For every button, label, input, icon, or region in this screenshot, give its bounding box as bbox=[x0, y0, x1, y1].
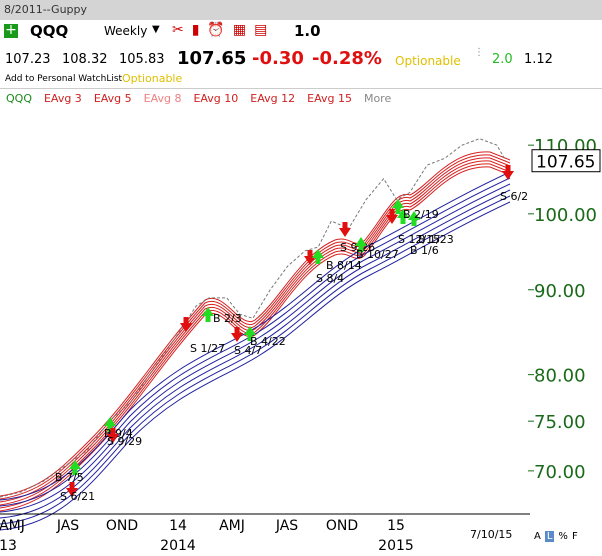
legend-item[interactable]: EAvg 5 bbox=[93, 92, 132, 105]
x-tick-label: 14 bbox=[169, 518, 187, 534]
sell-arrow bbox=[339, 222, 351, 237]
year-label: 2015 bbox=[378, 538, 414, 554]
signal-label: B 7/5 bbox=[55, 471, 84, 484]
change: -0.30 bbox=[252, 48, 304, 69]
signal-label: B 8/14 bbox=[326, 259, 362, 272]
low: 105.83 bbox=[119, 52, 165, 67]
signal-label: B 1/23 bbox=[418, 233, 454, 246]
legend-item[interactable]: More bbox=[363, 92, 392, 105]
signal-label: B 2/19 bbox=[403, 208, 439, 221]
separator bbox=[0, 88, 602, 89]
watchlist-optionable: Optionable bbox=[122, 72, 183, 85]
signal-label: B 1/6 bbox=[410, 244, 439, 257]
signal-label: S 9/26 bbox=[340, 241, 375, 254]
buy-arrow bbox=[392, 199, 404, 214]
change-pct: -0.28% bbox=[312, 48, 382, 69]
year-label: 13 bbox=[0, 538, 17, 554]
buy-arrow bbox=[408, 211, 420, 226]
buy-arrow bbox=[69, 460, 81, 475]
x-tick-label: 15 bbox=[387, 518, 405, 534]
buy-arrow bbox=[355, 237, 367, 252]
symbol[interactable]: QQQ bbox=[30, 22, 69, 40]
signal-label: S 4/7 bbox=[234, 344, 262, 357]
legend-item[interactable]: EAvg 10 bbox=[193, 92, 239, 105]
signal-label: S 6/2 bbox=[500, 190, 528, 203]
y-tick-label: 100.00 bbox=[534, 205, 597, 226]
x-tick-label: JAS bbox=[56, 518, 79, 534]
high: 108.32 bbox=[62, 52, 108, 67]
signal-label: B 10/27 bbox=[356, 248, 399, 261]
x-tick-label: AMJ bbox=[0, 518, 25, 534]
open: 107.23 bbox=[5, 52, 51, 67]
x-tick-label: OND bbox=[326, 518, 358, 534]
legend-item[interactable]: EAvg 12 bbox=[250, 92, 296, 105]
x-tick-label: JAS bbox=[275, 518, 298, 534]
period-arrow[interactable]: ▼ bbox=[152, 24, 160, 35]
y-tick-label: 70.00 bbox=[534, 462, 586, 483]
legend-item[interactable]: EAvg 15 bbox=[307, 92, 352, 105]
year-label: 2014 bbox=[160, 538, 196, 554]
last-price-box bbox=[531, 149, 601, 173]
sell-arrow bbox=[386, 209, 398, 224]
short-ribbon bbox=[0, 151, 511, 512]
window-title: 8/2011--Guppy bbox=[4, 3, 88, 16]
long-ribbon bbox=[0, 171, 511, 531]
signal-label: B 2/3 bbox=[213, 312, 242, 325]
value3: 1.12 bbox=[524, 52, 553, 67]
footer-button[interactable]: % bbox=[558, 531, 568, 542]
price-line bbox=[0, 138, 507, 498]
sell-arrow bbox=[180, 317, 192, 332]
signal-label: B 4/22 bbox=[250, 335, 286, 348]
zoom: 1.0 bbox=[294, 22, 321, 40]
sell-arrow bbox=[107, 428, 119, 443]
footer-date: 7/10/15 bbox=[470, 528, 513, 541]
footer-buttons: A L% F bbox=[534, 531, 578, 542]
optionable: Optionable bbox=[395, 54, 461, 68]
y-tick-label: 90.00 bbox=[534, 281, 586, 302]
buy-arrow bbox=[312, 249, 324, 264]
y-tick-label: 75.00 bbox=[534, 412, 586, 433]
watchlist-link[interactable]: Add to Personal WatchList bbox=[5, 74, 123, 84]
x-tick-label: AMJ bbox=[219, 518, 245, 534]
legend: QQQ EAvg 3 EAvg 5 EAvg 8 EAvg 10 EAvg 12 EAvg … bbox=[6, 92, 391, 105]
buy-arrow bbox=[202, 307, 214, 322]
signal-label: S 9/29 bbox=[107, 435, 142, 448]
signal-label: S 1/27 bbox=[190, 342, 225, 355]
sell-arrow bbox=[502, 165, 514, 180]
footer-button[interactable]: L bbox=[544, 531, 555, 542]
last: 107.65 bbox=[177, 48, 247, 69]
sell-arrow bbox=[304, 250, 316, 265]
period-select[interactable]: Weekly bbox=[104, 24, 148, 38]
dots: ⋮ bbox=[474, 47, 484, 58]
buy-arrow bbox=[244, 326, 256, 341]
sell-arrow bbox=[231, 327, 243, 342]
sell-arrow bbox=[66, 482, 78, 497]
buy-arrow bbox=[104, 417, 116, 432]
x-tick-label: OND bbox=[106, 518, 138, 534]
y-tick-label: 80.00 bbox=[534, 366, 586, 387]
buy-arrow bbox=[397, 209, 409, 224]
footer-button[interactable]: A bbox=[534, 531, 541, 542]
value2: 2.0 bbox=[492, 52, 513, 67]
tool-icons[interactable]: ✂▮⏰▦▤ bbox=[172, 22, 276, 38]
signal-label: S 6/21 bbox=[60, 490, 95, 503]
add-button[interactable]: + bbox=[4, 22, 18, 38]
footer-button[interactable]: F bbox=[571, 531, 578, 542]
legend-item[interactable]: EAvg 3 bbox=[43, 92, 82, 105]
legend-item[interactable]: EAvg 8 bbox=[143, 92, 182, 105]
signal-label: S 12/15 bbox=[398, 233, 440, 246]
signal-label: S 8/4 bbox=[316, 272, 344, 285]
title-bar bbox=[0, 0, 602, 20]
legend-item[interactable]: QQQ bbox=[6, 92, 32, 105]
last-price-label: 107.65 bbox=[536, 153, 595, 173]
